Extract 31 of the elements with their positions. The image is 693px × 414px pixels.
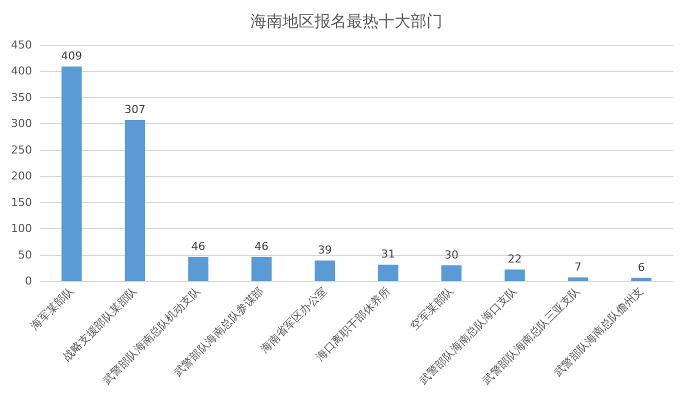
data-label: 39: [318, 244, 332, 257]
data-label: 7: [574, 260, 582, 274]
bar: [188, 256, 208, 281]
data-label: 22: [508, 252, 522, 266]
data-label: 46: [191, 240, 206, 253]
data-label: 46: [254, 240, 269, 253]
bar: [568, 277, 588, 281]
bar: [504, 269, 525, 281]
bar: [124, 120, 146, 281]
bar: [62, 66, 82, 281]
y-tick-label: 200: [11, 170, 32, 183]
data-label: 307: [124, 102, 146, 116]
data-label: 30: [444, 248, 458, 262]
data-label: 31: [381, 248, 396, 261]
y-tick-label: 400: [11, 64, 32, 78]
y-tick-label: 350: [11, 90, 32, 104]
x-tick-label: 空军某部队: [408, 284, 456, 332]
bar: [441, 265, 462, 281]
data-label: 409: [61, 50, 82, 62]
bar: [251, 256, 272, 281]
y-tick-label: 50: [18, 248, 32, 262]
bar: [314, 260, 335, 281]
chart-title: 海南地区报名最热十大部门: [250, 12, 442, 30]
y-tick-label: 300: [11, 117, 32, 130]
y-tick-label: 150: [11, 196, 32, 209]
bar: [631, 278, 652, 281]
data-label: 6: [638, 260, 645, 274]
y-tick-label: 450: [11, 38, 32, 52]
y-tick-label: 100: [11, 222, 32, 236]
y-tick-label: 250: [11, 143, 32, 156]
bar: [378, 264, 398, 281]
